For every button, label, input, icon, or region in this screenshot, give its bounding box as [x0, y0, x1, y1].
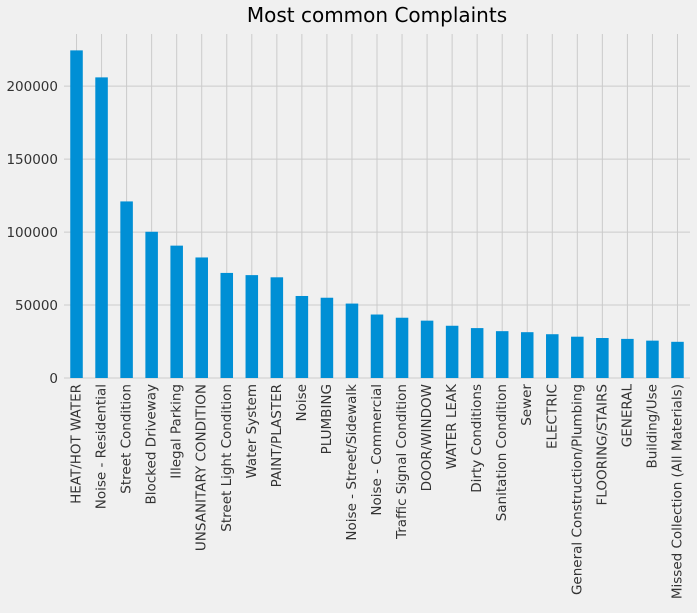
- bar: [245, 275, 259, 378]
- y-tick-label: 200000: [6, 79, 58, 95]
- y-tick-label: 0: [49, 371, 58, 387]
- bar: [621, 338, 634, 378]
- bar: [320, 297, 334, 378]
- x-tick-label: General Construction/Plumbing: [569, 384, 585, 595]
- y-tick-label: 100000: [6, 225, 58, 241]
- x-tick-label: Blocked Driveway: [144, 384, 160, 505]
- bar: [295, 295, 309, 378]
- bar: [345, 303, 359, 378]
- bar: [420, 320, 434, 378]
- y-tick-label: 50000: [15, 298, 58, 314]
- bar: [370, 314, 384, 378]
- x-tick-label: DOOR/WINDOW: [419, 384, 435, 491]
- bar: [170, 245, 183, 378]
- bar: [270, 277, 284, 378]
- bar: [95, 77, 108, 378]
- x-tick-label: Noise - Commercial: [369, 384, 385, 516]
- x-tick-label: ELECTRIC: [544, 384, 560, 449]
- bar: [145, 231, 158, 378]
- x-tick-label: Sanitation Condition: [494, 384, 510, 521]
- y-axis-ticks: 0 50000 100000 150000 200000: [6, 79, 58, 387]
- bar: [195, 257, 208, 378]
- bar: [220, 272, 234, 378]
- x-tick-label: FLOORING/STAIRS: [594, 384, 610, 505]
- x-tick-label: HEAT/HOT WATER: [69, 384, 85, 504]
- chart-title: Most common Complaints: [247, 3, 507, 27]
- bar: [571, 336, 584, 378]
- x-tick-label: Noise - Street/Sidewalk: [344, 384, 360, 541]
- x-tick-label: PAINT/PLASTER: [269, 384, 285, 487]
- x-tick-label: Water System: [244, 384, 260, 479]
- y-tick-label: 150000: [6, 152, 58, 168]
- bar: [520, 332, 534, 378]
- x-tick-label: GENERAL: [619, 384, 635, 448]
- x-tick-label: Missed Collection (All Materials): [669, 384, 685, 599]
- bar: [120, 201, 133, 378]
- bar: [671, 341, 684, 378]
- bar: [395, 317, 409, 378]
- x-tick-label: Sewer: [519, 384, 535, 426]
- bar: [495, 331, 509, 378]
- x-tick-label: Dirty Conditions: [469, 384, 485, 493]
- bar: [470, 328, 484, 378]
- x-tick-label: Building/Use: [644, 384, 660, 469]
- x-tick-label: Noise: [294, 384, 310, 421]
- bar: [546, 334, 559, 378]
- bars: [70, 50, 684, 378]
- x-tick-label: Traffic Signal Condition: [394, 384, 410, 540]
- x-tick-label: WATER LEAK: [444, 383, 460, 470]
- x-axis-ticks: HEAT/HOT WATER Noise - Residential Street …: [69, 383, 686, 599]
- x-tick-label: Noise - Residential: [94, 384, 110, 509]
- x-tick-label: PLUMBING: [319, 384, 335, 454]
- x-tick-label: Illegal Parking: [169, 384, 185, 479]
- bar: [596, 338, 609, 378]
- bar: [646, 340, 659, 378]
- bar: [70, 50, 83, 378]
- x-tick-label: UNSANITARY CONDITION: [194, 384, 210, 551]
- bar: [445, 325, 459, 378]
- x-tick-label: Street Light Condition: [219, 384, 235, 532]
- x-tick-label: Street Condition: [119, 384, 135, 494]
